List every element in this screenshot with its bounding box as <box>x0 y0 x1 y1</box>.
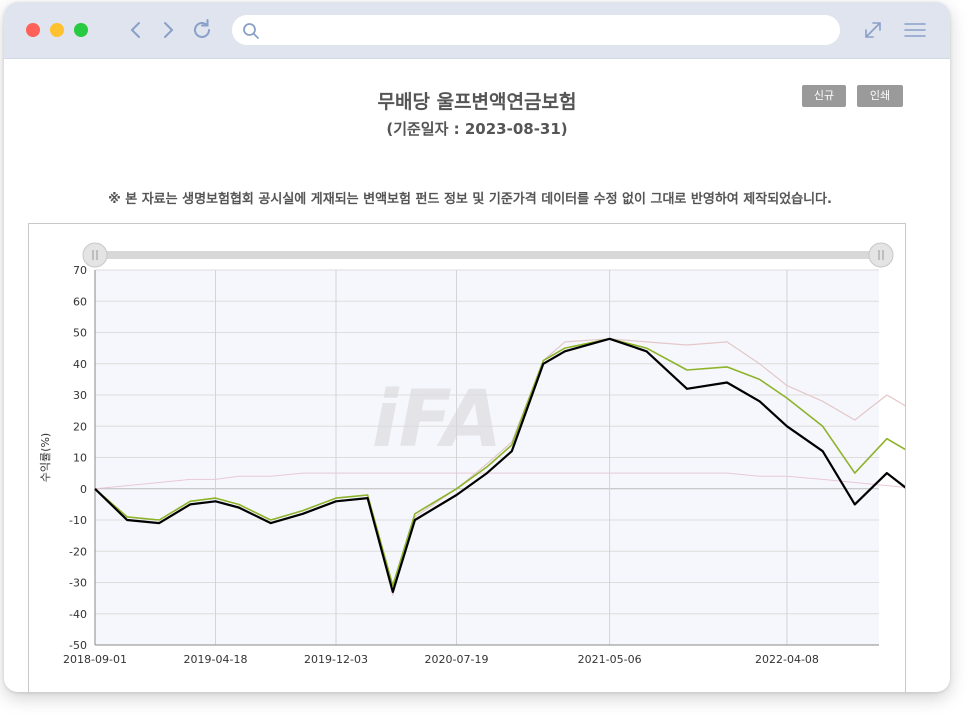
y-tick-label: -10 <box>69 514 87 527</box>
range-slider-left-handle[interactable] <box>82 242 108 268</box>
forward-button[interactable] <box>154 16 182 44</box>
y-tick-label: -20 <box>69 545 87 558</box>
page-content: 무배당 울프변액연금보험 (기준일자 : 2023-08-31) 신규 인쇄 ※… <box>4 59 950 692</box>
back-button[interactable] <box>122 16 150 44</box>
series-line-2 <box>94 338 905 587</box>
slider-handle-knob <box>82 242 108 268</box>
y-tick-label: 70 <box>73 264 87 277</box>
range-slider-track <box>95 251 881 259</box>
reload-icon <box>194 19 210 38</box>
close-window-button[interactable] <box>26 23 40 37</box>
address-bar[interactable] <box>232 15 840 45</box>
reload-button[interactable] <box>188 16 216 44</box>
print-button[interactable]: 인쇄 <box>857 85 903 107</box>
browser-toolbar <box>4 2 950 59</box>
y-tick-label: 60 <box>73 295 87 308</box>
y-tick-label: -40 <box>69 608 87 621</box>
x-tick-label: 2022-04-08 <box>755 653 819 666</box>
minimize-window-button[interactable] <box>50 23 64 37</box>
y-tick-label: -30 <box>69 577 87 590</box>
maximize-window-button[interactable] <box>74 23 88 37</box>
y-tick-label: 10 <box>73 452 87 465</box>
y-tick-label: -50 <box>69 639 87 652</box>
y-tick-label: 40 <box>73 358 87 371</box>
y-axis-label: 수익률(%) <box>39 433 52 482</box>
slider-handle-knob <box>868 242 894 268</box>
expand-icon <box>865 22 881 38</box>
x-tick-label: 2021-05-06 <box>578 653 642 666</box>
y-tick-label: 30 <box>73 389 87 402</box>
chart-container: iFA 70 60 50 40 30 20 10 0 -10 -20 -30 -40 -50 2018-09… <box>28 223 906 692</box>
page-title: 무배당 울프변액연금보험 <box>377 91 577 113</box>
data-source-notice: ※ 본 자료는 생명보험협회 공시실에 게재되는 변액보험 펀드 정보 및 기준… <box>108 192 832 207</box>
search-icon <box>243 23 259 39</box>
new-button[interactable]: 신규 <box>802 85 846 107</box>
series-line-1 <box>94 337 905 593</box>
y-tick-label: 0 <box>80 483 87 496</box>
browser-window: 무배당 울프변액연금보험 (기준일자 : 2023-08-31) 신규 인쇄 ※… <box>4 2 950 692</box>
menu-icon <box>904 23 926 37</box>
x-tick-label: 2020-07-19 <box>425 653 489 666</box>
expand-button[interactable] <box>859 16 887 44</box>
chevron-left-icon <box>130 22 140 38</box>
x-tick-label: 2018-09-01 <box>63 653 127 666</box>
return-chart: iFA 70 60 50 40 30 20 10 0 -10 -20 -30 -40 -502018-09… <box>39 242 905 666</box>
url-input[interactable] <box>268 20 832 42</box>
menu-button[interactable] <box>901 16 929 44</box>
y-tick-label: 50 <box>73 327 87 340</box>
x-tick-label: 2019-04-18 <box>184 653 248 666</box>
x-tick-label: 2019-12-03 <box>304 653 368 666</box>
base-date-subtitle: (기준일자 : 2023-08-31) <box>386 120 568 138</box>
watermark-logo: iFA <box>372 375 502 465</box>
chevron-right-icon <box>164 22 174 38</box>
y-tick-label: 20 <box>73 420 87 433</box>
range-slider-right-handle[interactable] <box>868 242 894 268</box>
